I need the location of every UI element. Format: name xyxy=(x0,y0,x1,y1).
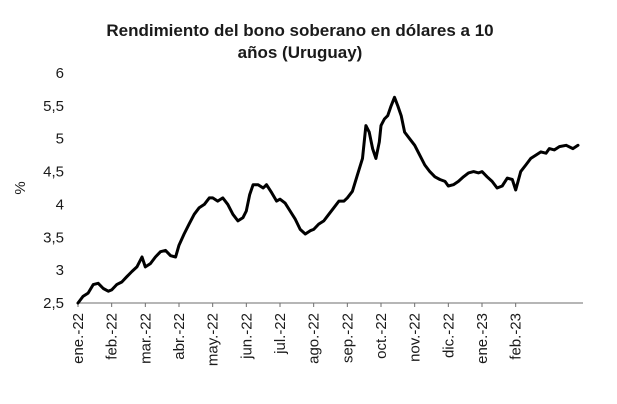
x-axis: ene.-22 feb.-22 mar.-22 abr.-22 may.-22 jun.-… xyxy=(70,303,525,366)
x-tick-label: ene.-23 xyxy=(474,313,491,364)
series-layer xyxy=(76,95,580,305)
yield-series-line xyxy=(76,95,580,305)
x-tick-label: ago.-22 xyxy=(306,313,323,364)
x-tick-label: feb.-22 xyxy=(104,313,121,360)
y-tick-label: 4 xyxy=(56,196,64,213)
x-tick-label: oct.-22 xyxy=(373,313,390,359)
y-tick-label: 3,5 xyxy=(43,229,64,246)
y-tick-label: 6 xyxy=(56,65,64,82)
chart-title-line-1: Rendimiento del bono soberano en dólares… xyxy=(106,21,493,40)
x-tick-label: jul.-22 xyxy=(272,313,289,355)
x-tick-label: dic.-22 xyxy=(440,313,457,358)
x-tick-label: nov.-22 xyxy=(407,313,424,362)
x-tick-label: jun.-22 xyxy=(238,313,255,360)
y-tick-label: 2,5 xyxy=(43,295,64,312)
x-tick-label: sep.-22 xyxy=(339,313,356,363)
y-axis: 6 5,5 5 4,5 4 3,5 3 2,5 xyxy=(43,65,64,312)
y-tick-label: 3 xyxy=(56,262,64,279)
x-tick-label: ene.-22 xyxy=(70,313,87,364)
y-tick-label: 5 xyxy=(56,131,64,148)
x-tick-label: may.-22 xyxy=(205,313,222,366)
y-tick-label: 5,5 xyxy=(43,98,64,115)
x-tick-label: abr.-22 xyxy=(171,313,188,360)
chart-title-line-2: años (Uruguay) xyxy=(238,43,363,62)
x-tick-label: mar.-22 xyxy=(137,313,154,364)
y-tick-label: 4,5 xyxy=(43,164,64,181)
x-tick-label: feb.-23 xyxy=(508,313,525,360)
y-axis-label: % xyxy=(12,181,29,194)
